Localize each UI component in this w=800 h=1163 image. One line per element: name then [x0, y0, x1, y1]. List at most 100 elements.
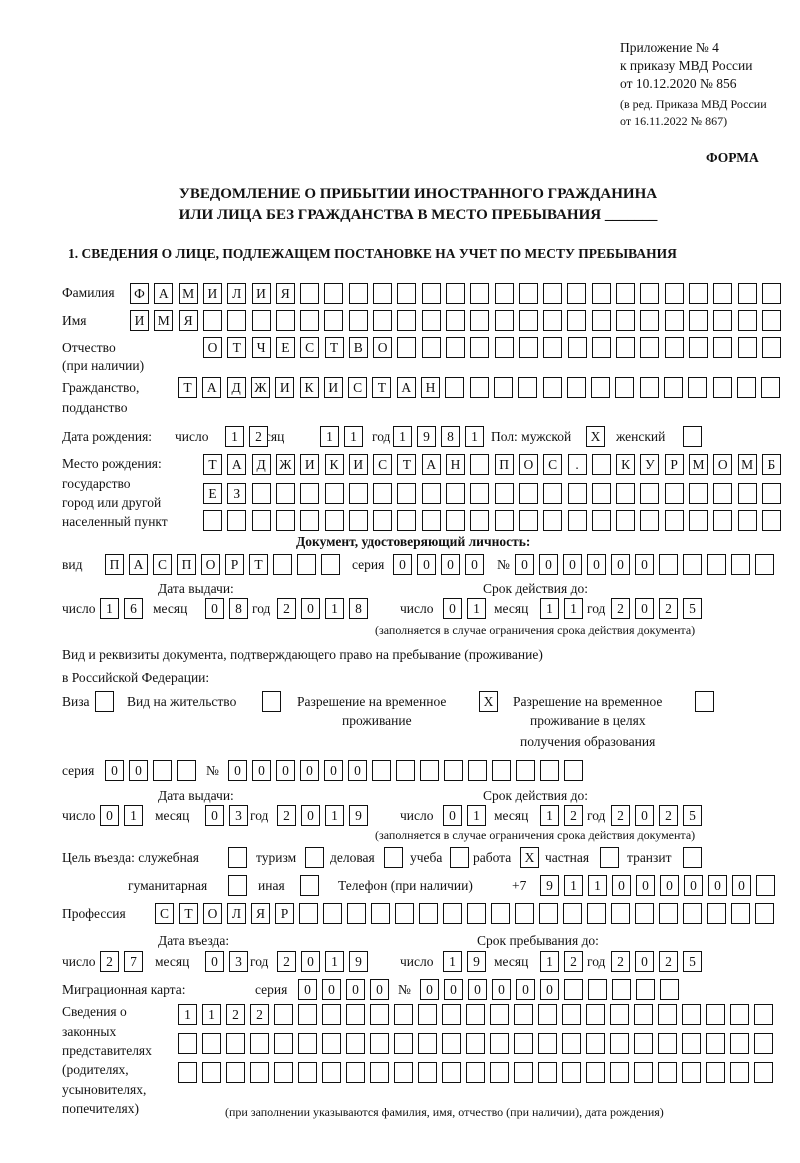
char-box[interactable] — [635, 903, 654, 924]
char-box[interactable] — [324, 483, 344, 504]
char-box[interactable] — [591, 377, 611, 398]
char-box[interactable]: 2 — [277, 951, 296, 972]
char-box[interactable]: 0 — [635, 951, 654, 972]
char-box[interactable]: 0 — [708, 875, 727, 896]
char-box[interactable] — [466, 1004, 485, 1025]
char-box[interactable] — [761, 283, 781, 304]
char-box[interactable]: 1 — [178, 1004, 197, 1025]
char-box[interactable] — [300, 510, 320, 531]
char-box[interactable]: С — [300, 337, 320, 358]
char-box[interactable]: К — [324, 454, 344, 475]
char-box[interactable]: С — [543, 454, 563, 475]
char-box[interactable] — [394, 1062, 413, 1083]
char-box[interactable]: 0 — [732, 875, 751, 896]
char-box[interactable]: 2 — [226, 1004, 245, 1025]
char-box[interactable] — [300, 283, 320, 304]
char-box[interactable] — [446, 510, 465, 531]
char-box[interactable] — [418, 1033, 437, 1054]
char-box[interactable]: О — [203, 337, 222, 358]
char-box[interactable]: 0 — [205, 598, 224, 619]
char-box[interactable]: О — [713, 454, 733, 475]
char-box[interactable]: 6 — [124, 598, 143, 619]
char-box[interactable] — [514, 1062, 533, 1083]
char-box[interactable] — [689, 483, 708, 504]
char-box[interactable] — [586, 1004, 605, 1025]
char-box[interactable] — [660, 979, 679, 1000]
char-box[interactable]: 9 — [467, 951, 486, 972]
char-box[interactable]: 0 — [300, 760, 319, 781]
char-box[interactable]: 0 — [465, 554, 484, 575]
char-box[interactable] — [177, 760, 196, 781]
char-box[interactable]: 1 — [540, 598, 559, 619]
char-box[interactable] — [754, 1033, 773, 1054]
char-box[interactable] — [419, 903, 438, 924]
char-box[interactable]: 0 — [393, 554, 412, 575]
char-box[interactable] — [298, 1004, 317, 1025]
char-box[interactable] — [275, 510, 295, 531]
char-box[interactable]: И — [202, 283, 222, 304]
char-box[interactable] — [636, 979, 655, 1000]
char-box[interactable] — [470, 510, 490, 531]
char-box[interactable] — [737, 337, 757, 358]
char-box[interactable] — [470, 337, 490, 358]
char-box[interactable] — [664, 337, 684, 358]
char-box[interactable] — [634, 1033, 653, 1054]
char-box[interactable] — [664, 510, 684, 531]
char-box[interactable]: Д — [251, 454, 271, 475]
char-box[interactable] — [446, 337, 465, 358]
char-box[interactable] — [490, 1062, 509, 1083]
char-box[interactable] — [466, 1062, 485, 1083]
char-box[interactable]: 0 — [468, 979, 487, 1000]
char-box[interactable] — [492, 760, 511, 781]
char-box[interactable] — [540, 760, 559, 781]
char-box[interactable] — [562, 1062, 581, 1083]
char-box[interactable]: Р — [275, 903, 294, 924]
char-box[interactable] — [373, 483, 393, 504]
char-box[interactable]: Е — [203, 483, 222, 504]
char-box[interactable] — [713, 283, 733, 304]
char-box[interactable]: Т — [203, 454, 222, 475]
char-box[interactable] — [516, 760, 535, 781]
char-box[interactable]: А — [129, 554, 148, 575]
char-box[interactable]: 1 — [465, 426, 484, 447]
char-box[interactable] — [610, 1004, 629, 1025]
char-box[interactable]: 1 — [540, 805, 559, 826]
char-box[interactable]: 1 — [344, 426, 363, 447]
char-box[interactable]: 0 — [420, 979, 439, 1000]
char-box[interactable] — [421, 510, 441, 531]
char-box[interactable] — [397, 483, 417, 504]
char-box[interactable] — [664, 283, 684, 304]
char-box[interactable] — [324, 510, 344, 531]
char-box[interactable] — [251, 310, 271, 331]
char-box[interactable] — [372, 760, 391, 781]
char-box[interactable] — [203, 510, 222, 531]
char-box[interactable] — [275, 483, 295, 504]
char-box[interactable]: 2 — [611, 805, 630, 826]
char-box[interactable] — [494, 283, 514, 304]
char-box[interactable] — [754, 1004, 773, 1025]
char-box[interactable]: 2 — [659, 951, 678, 972]
char-box[interactable]: О — [373, 337, 393, 358]
char-box[interactable]: 0 — [492, 979, 511, 1000]
char-box[interactable] — [564, 760, 583, 781]
char-box[interactable]: 0 — [635, 805, 654, 826]
char-box[interactable] — [591, 483, 611, 504]
char-box[interactable] — [470, 310, 490, 331]
char-box[interactable] — [348, 283, 368, 304]
char-box[interactable] — [755, 554, 774, 575]
char-box[interactable] — [297, 554, 316, 575]
char-box[interactable] — [467, 903, 486, 924]
char-box[interactable]: 2 — [277, 598, 296, 619]
char-box[interactable] — [324, 283, 344, 304]
char-box[interactable] — [538, 1004, 557, 1025]
char-box[interactable]: 0 — [636, 875, 655, 896]
char-box[interactable]: К — [616, 454, 636, 475]
char-box[interactable]: У — [640, 454, 660, 475]
char-box[interactable] — [754, 1062, 773, 1083]
char-box[interactable] — [731, 554, 750, 575]
char-box[interactable]: 0 — [444, 979, 463, 1000]
char-box[interactable] — [658, 1004, 677, 1025]
char-box[interactable] — [518, 377, 538, 398]
char-box[interactable] — [706, 1004, 725, 1025]
char-box[interactable] — [324, 310, 344, 331]
